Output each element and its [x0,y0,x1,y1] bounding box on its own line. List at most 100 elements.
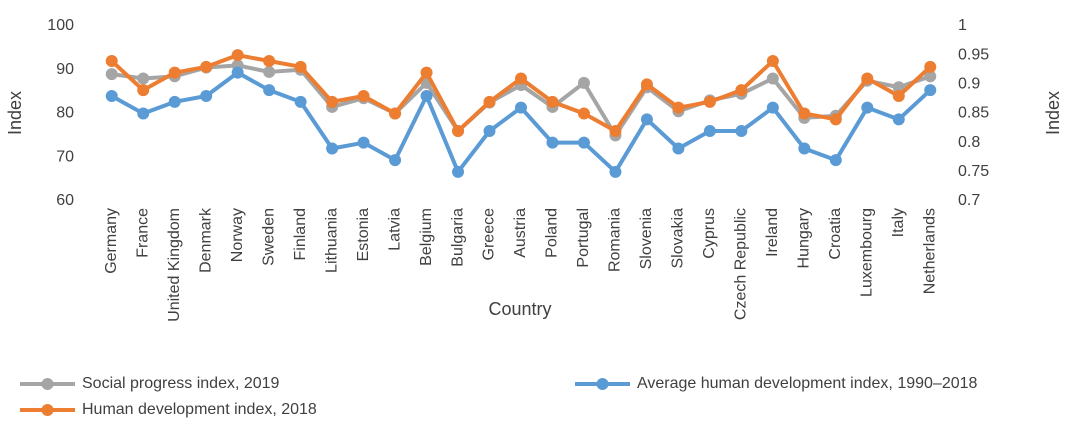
y-axis-title: Index [5,91,25,135]
point [294,95,307,108]
point [892,81,905,94]
y2-tick-label: 1 [958,17,967,34]
point [137,72,150,85]
point [137,84,150,97]
x-tick-label: Germany [103,208,120,274]
point [168,95,181,108]
point [703,95,716,108]
x-tick-label: Latvia [386,208,403,251]
legend-label: Average human development index, 1990–20… [637,375,978,392]
x-tick-label: Austria [512,208,529,258]
point [326,142,339,155]
x-tick-label: United Kingdom [166,208,183,322]
x-tick-label: Italy [890,208,907,237]
point [326,95,339,108]
point [263,84,276,97]
x-tick-label: Luxembourg [859,208,876,297]
point [766,101,779,114]
x-tick-label: Slovakia [670,208,687,269]
point [892,90,905,102]
point [263,55,276,67]
x-axis-title: Country [488,299,551,319]
point [452,165,465,178]
point [672,101,685,114]
y-tick-label: 80 [56,105,74,122]
point [200,90,213,102]
x-tick-label: Romania [607,208,624,272]
y2-tick-label: 0.9 [958,76,980,93]
point [640,78,653,91]
y2-tick-label: 0.95 [958,46,989,63]
y-tick-label: 60 [56,192,74,209]
point [577,136,590,149]
x-tick-label: Cyprus [701,208,718,259]
point [483,125,496,137]
y-tick-label: 70 [56,148,74,165]
x-tick-label: Ireland [764,208,781,257]
legend-label: Social progress index, 2019 [82,375,280,392]
point [703,125,716,137]
point [577,76,590,89]
y2-tick-label: 0.75 [958,163,989,180]
legend-label: Human development index, 2018 [82,401,317,418]
point [483,95,496,108]
y2-tick-label: 0.7 [958,192,980,209]
x-tick-label: Slovenia [638,208,655,269]
x-tick-label: Norway [229,208,246,262]
point [105,90,118,102]
x-tick-label: Bulgaria [449,208,466,267]
legend-marker [41,404,54,416]
y-tick-label: 100 [47,17,74,34]
point [892,113,905,126]
x-tick-label: Belgium [418,208,435,266]
point [924,70,937,83]
point [546,95,559,108]
x-tick-label: Finland [292,208,309,260]
point [294,60,307,73]
point [861,101,874,114]
point [766,55,779,67]
point [829,113,842,126]
x-tick-label: Lithuania [323,208,340,273]
legend-marker [41,378,54,390]
point [546,136,559,149]
x-tick-label: Greece [481,208,498,261]
point [515,72,527,85]
point [105,55,118,67]
point [452,125,465,137]
point [577,107,590,120]
point [766,72,779,85]
point [105,68,118,81]
y-tick-label: 90 [56,61,74,78]
point [924,84,937,97]
point [168,66,181,79]
point [200,60,213,73]
point [357,90,370,102]
y2-tick-label: 0.8 [958,134,980,151]
point [231,49,244,62]
x-tick-label: Czech Republic [733,208,750,320]
point [735,84,748,97]
legend-marker [596,378,609,390]
point [829,154,842,167]
x-tick-label: Croatia [827,208,844,260]
point [798,107,811,120]
point [389,154,402,167]
x-tick-label: Estonia [355,208,372,261]
x-tick-label: France [134,208,151,258]
x-tick-label: Hungary [796,208,813,268]
y2-axis-title: Index [1043,91,1063,135]
point [672,142,685,155]
point [861,72,874,85]
x-tick-label: Netherlands [921,208,938,294]
point [420,90,433,102]
point [609,165,622,178]
point [609,125,622,137]
x-tick-label: Poland [544,208,561,258]
x-tick-label: Denmark [197,207,214,273]
point [735,125,748,137]
y2-tick-label: 0.85 [958,105,989,122]
point [263,65,276,78]
point [389,107,402,120]
